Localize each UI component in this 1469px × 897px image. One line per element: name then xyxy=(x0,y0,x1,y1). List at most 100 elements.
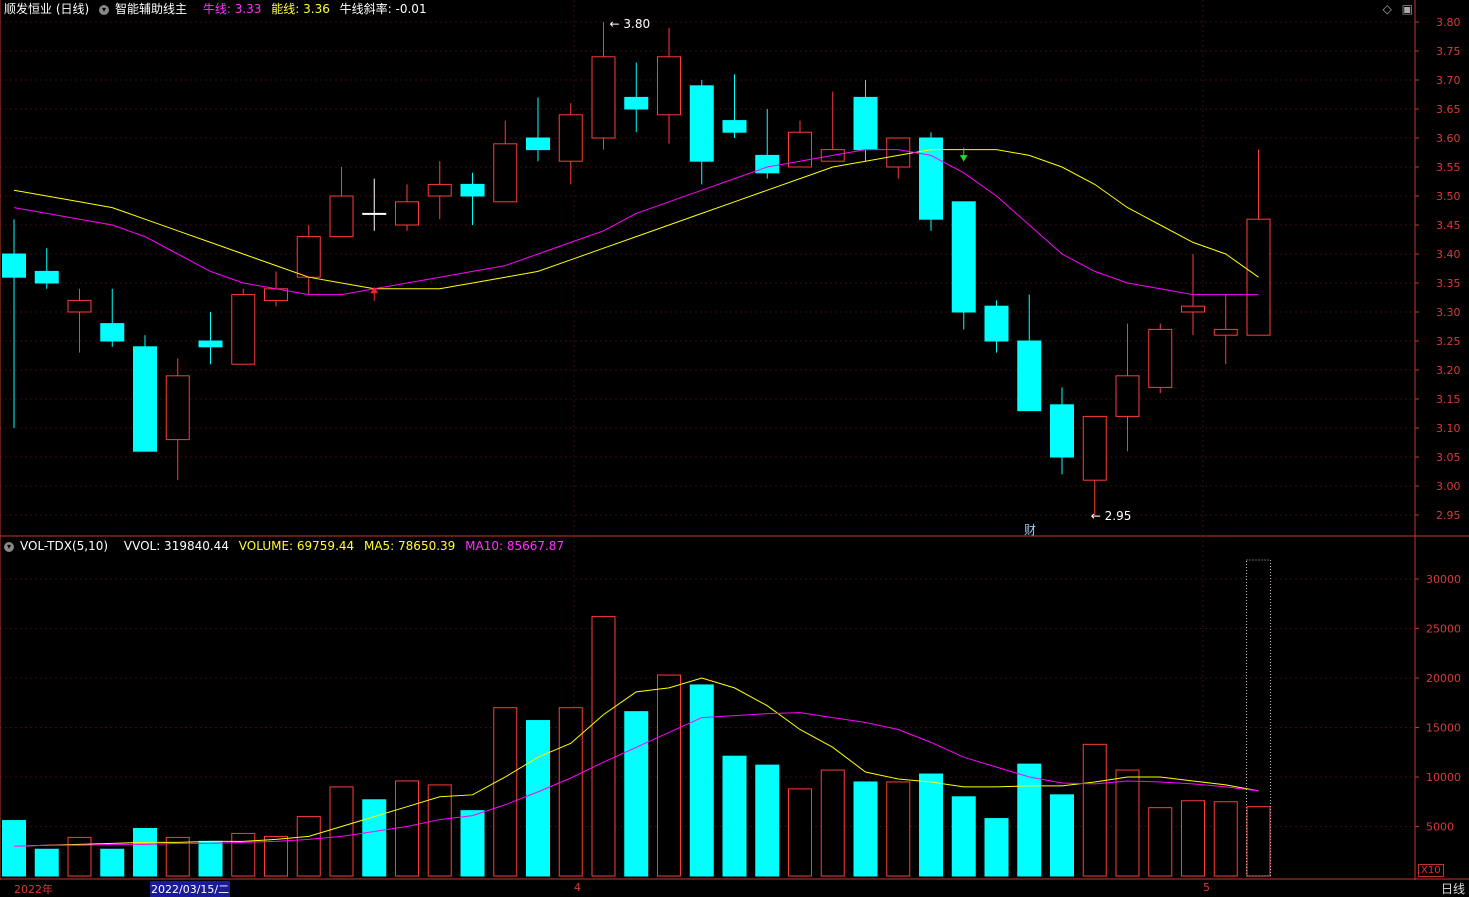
volume-bar xyxy=(2,820,26,877)
volume-tick-label: 15000 xyxy=(1426,722,1461,735)
candle-body xyxy=(788,131,812,168)
candle-body xyxy=(460,183,485,197)
volume-bar xyxy=(460,810,485,877)
volume-bar xyxy=(1115,769,1140,877)
window-controls: ◇ ▣ xyxy=(1377,2,1413,16)
candle-body xyxy=(362,212,387,215)
candle-body xyxy=(34,270,59,284)
price-header: 顺发恒业 (日线) ▾ 智能辅助线主 牛线: 3.33 能线: 3.36 牛线斜率… xyxy=(4,1,433,17)
price-tick-label: 3.05 xyxy=(1436,451,1461,464)
candle-body xyxy=(1213,328,1238,336)
volume-bar xyxy=(395,780,419,877)
volume-bar xyxy=(198,840,223,877)
energy-line xyxy=(13,149,1259,290)
volume-tick-label: 5000 xyxy=(1426,821,1454,834)
buy-arrow-icon xyxy=(370,286,379,301)
finance-marker[interactable]: 财 xyxy=(1024,523,1037,537)
candle-body xyxy=(395,201,419,226)
candle-body xyxy=(1082,415,1107,481)
volume-bar xyxy=(34,848,59,877)
volume-bar xyxy=(689,684,714,877)
price-tick-label: 3.20 xyxy=(1436,364,1461,377)
candle-body xyxy=(1115,375,1140,417)
bull-line-value: 牛线: 3.33 xyxy=(202,2,262,16)
candle-body xyxy=(886,137,911,168)
slope-value: 牛线斜率: -0.01 xyxy=(339,2,427,16)
stock-title: 顺发恒业 (日线) xyxy=(4,2,90,16)
candle-body xyxy=(133,346,157,452)
volume-bar xyxy=(1050,794,1074,877)
chevron-down-icon[interactable]: ▾ xyxy=(4,541,14,552)
ma10-value: MA10: 85667.87 xyxy=(465,539,565,553)
x-label-selected-date[interactable]: 2022/03/15/二 xyxy=(150,881,231,897)
candle-body xyxy=(853,96,878,151)
vol-indicator-toggle[interactable]: ▾ VOL-TDX(5,10) xyxy=(4,539,114,553)
bull-line xyxy=(13,149,1259,296)
volume-tick-label: 10000 xyxy=(1426,771,1461,784)
price-tick-label: 3.75 xyxy=(1436,45,1461,58)
price-tick-label: 3.25 xyxy=(1436,335,1461,348)
price-tick-label: 3.15 xyxy=(1436,393,1461,406)
volume-bar xyxy=(558,707,583,877)
candle-body xyxy=(1050,404,1074,458)
volume-header: ▾ VOL-TDX(5,10) VVOL: 319840.44 VOLUME: 6… xyxy=(4,538,570,554)
candle-body xyxy=(755,154,780,174)
price-tick-label: 3.00 xyxy=(1436,480,1461,493)
volume-bar xyxy=(165,836,190,877)
volume-bar xyxy=(231,832,256,877)
layout-icon[interactable]: ▣ xyxy=(1401,2,1413,16)
price-tick-label: 3.70 xyxy=(1436,74,1461,87)
volume-bar xyxy=(1213,801,1238,877)
volume-bar xyxy=(1082,743,1107,877)
volume-bar xyxy=(67,836,92,877)
price-tick-label: 3.80 xyxy=(1436,16,1461,29)
volume-bar xyxy=(984,818,1009,877)
candle-body xyxy=(951,201,976,313)
candle-body xyxy=(591,56,616,139)
volume-bar xyxy=(296,816,321,877)
chevron-down-icon[interactable]: ▾ xyxy=(99,4,110,15)
candle-body xyxy=(198,340,223,348)
volume-bar xyxy=(755,764,780,877)
candle-body xyxy=(296,236,321,278)
candle-body xyxy=(722,120,747,133)
period-selector[interactable]: 日线 xyxy=(1440,882,1465,896)
volume-bar xyxy=(526,720,550,877)
volume-tick-label: 30000 xyxy=(1426,573,1461,586)
candle-body xyxy=(624,96,649,110)
vvol-value: VVOL: 319840.44 xyxy=(123,539,229,553)
candle-body xyxy=(1017,340,1042,412)
x-label-may: 5 xyxy=(1203,881,1210,894)
price-tick-label: 3.55 xyxy=(1436,161,1461,174)
volume-tick-label: 20000 xyxy=(1426,672,1461,685)
indicator-toggle[interactable]: ▾ 智能辅助线主 xyxy=(99,2,193,16)
candle-body xyxy=(1181,305,1205,313)
x-label-april: 4 xyxy=(574,881,581,894)
low-price-label: ← 2.95 xyxy=(1091,509,1132,523)
volume-bar xyxy=(427,784,452,877)
volume-bar xyxy=(657,674,681,877)
volume-bar xyxy=(951,796,976,877)
diamond-icon[interactable]: ◇ xyxy=(1382,2,1392,16)
candle-body xyxy=(67,299,92,313)
candle-body xyxy=(1148,328,1173,388)
volume-bar xyxy=(329,786,354,877)
x10-button[interactable]: X10 xyxy=(1418,864,1444,877)
volume-value: VOLUME: 69759.44 xyxy=(238,539,355,553)
ma5-value: MA5: 78650.39 xyxy=(363,539,456,553)
volume-bar xyxy=(493,707,518,877)
volume-tick-label: 25000 xyxy=(1426,623,1461,636)
volume-bar xyxy=(919,773,943,877)
candle-body xyxy=(329,195,354,238)
sell-arrow-icon xyxy=(959,147,968,162)
candle-body xyxy=(657,56,681,116)
candle-body xyxy=(689,85,714,162)
price-tick-label: 3.60 xyxy=(1436,132,1461,145)
price-tick-label: 3.30 xyxy=(1436,306,1461,319)
volume-bar xyxy=(100,848,125,877)
price-tick-label: 3.45 xyxy=(1436,219,1461,232)
volume-bar xyxy=(1148,807,1173,877)
volume-bar xyxy=(1181,800,1205,877)
price-tick-label: 2.95 xyxy=(1436,509,1461,522)
